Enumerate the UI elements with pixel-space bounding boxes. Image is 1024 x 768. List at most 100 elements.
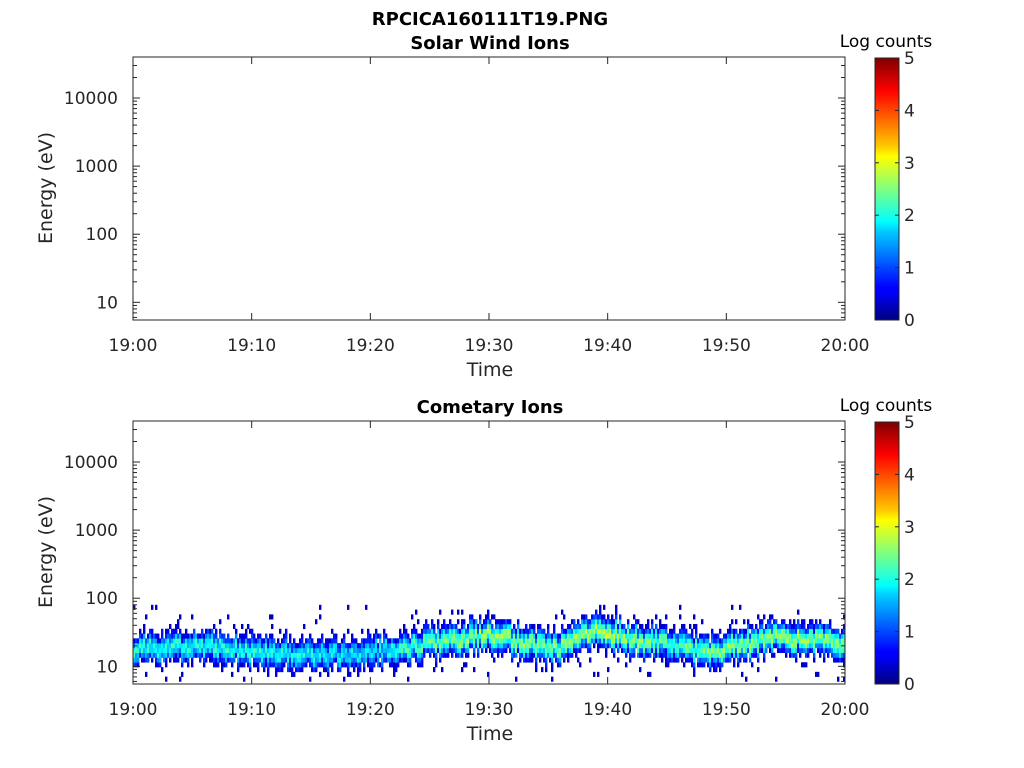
spectrogram-cell — [199, 647, 202, 653]
spectrogram-cell — [213, 633, 216, 639]
spectrogram-cell — [383, 643, 386, 649]
spectrogram-cell — [757, 657, 760, 663]
spectrogram-cell — [439, 643, 442, 649]
spectrogram-cell — [199, 657, 202, 663]
spectrogram-cell — [821, 638, 824, 644]
spectrogram-cell — [813, 643, 816, 649]
spectrogram-cell — [331, 662, 334, 668]
spectrogram-cell — [205, 652, 208, 658]
spectrogram-cell — [497, 638, 500, 644]
spectrogram-cell — [271, 623, 274, 630]
spectrogram-cell — [803, 633, 806, 639]
spectrogram-cell — [725, 652, 728, 658]
spectrogram-cell — [411, 638, 414, 644]
spectrogram-cell — [267, 643, 270, 649]
spectrogram-cell — [763, 657, 766, 663]
spectrogram-cell — [687, 647, 690, 653]
spectrogram-cell — [599, 619, 602, 625]
spectrogram-cell — [569, 623, 572, 630]
spectrogram-cell — [487, 638, 490, 644]
spectrogram-cell — [819, 643, 822, 649]
spectrogram-cell — [313, 643, 316, 649]
spectrogram-cell — [267, 667, 270, 673]
spectrogram-cell — [793, 638, 796, 644]
spectrogram-cell — [727, 633, 730, 639]
spectrogram-cell — [575, 647, 578, 653]
spectrogram-cell — [205, 657, 208, 663]
spectrogram-cell — [457, 633, 460, 639]
spectrogram-cell — [165, 657, 168, 663]
spectrogram-cell — [329, 657, 332, 663]
spectrogram-cell — [455, 638, 458, 644]
spectrogram-cell — [647, 633, 650, 639]
spectrogram-cell — [449, 633, 452, 639]
spectrogram-cell — [293, 638, 296, 644]
spectrogram-cell — [655, 643, 658, 649]
spectrogram-cell — [815, 619, 818, 625]
spectrogram-cell — [341, 643, 344, 649]
spectrogram-cell — [755, 643, 758, 649]
spectrogram-cell — [443, 652, 446, 658]
spectrogram-cell — [745, 638, 748, 644]
spectrogram-cell — [279, 667, 282, 673]
spectrogram-cell — [301, 652, 304, 658]
spectrogram-cell — [423, 633, 426, 639]
spectrogram-cell — [143, 638, 146, 644]
spectrogram-cell — [667, 647, 670, 653]
spectrogram-cell — [767, 619, 770, 625]
spectrogram-cell — [779, 623, 782, 630]
spectrogram-cell — [583, 638, 586, 644]
y-tick-label: 10000 — [64, 89, 118, 109]
spectrogram-cell — [809, 633, 812, 639]
spectrogram-cell — [699, 638, 702, 644]
spectrogram-cell — [523, 633, 526, 639]
spectrogram-cell — [347, 643, 350, 649]
spectrogram-cell — [491, 638, 494, 644]
spectrogram-cell — [843, 614, 846, 620]
spectrogram-cell — [777, 633, 780, 639]
spectrogram-cell — [345, 662, 348, 668]
spectrogram-cell — [607, 619, 610, 625]
spectrogram-cell — [555, 633, 558, 639]
spectrogram-cell — [627, 643, 630, 649]
spectrogram-cell — [443, 623, 446, 630]
spectrogram-cell — [757, 667, 760, 673]
spectrogram-cell — [767, 638, 770, 644]
spectrogram-cell — [527, 633, 530, 639]
spectrogram-cell — [251, 643, 254, 649]
spectrogram-cell — [769, 638, 772, 644]
spectrogram-cell — [493, 657, 496, 663]
spectrogram-cell — [477, 643, 480, 649]
spectrogram-cell — [279, 657, 282, 663]
spectrogram-cell — [601, 619, 604, 625]
spectrogram-cell — [617, 638, 620, 644]
spectrogram-cell — [489, 643, 492, 649]
spectrogram-cell — [791, 628, 794, 634]
spectrogram-cell — [713, 652, 716, 658]
spectrogram-cell — [207, 643, 210, 649]
spectrogram-cell — [547, 643, 550, 649]
spectrogram-cell — [625, 647, 628, 653]
spectrogram-cell — [445, 647, 448, 653]
spectrogram-cell — [659, 647, 662, 653]
spectrogram-cell — [517, 628, 520, 634]
spectrogram-cell — [693, 671, 696, 677]
spectrogram-cell — [243, 657, 246, 663]
spectrogram-cell — [503, 638, 506, 644]
spectrogram-cell — [479, 628, 482, 634]
spectrogram-cell — [243, 652, 246, 658]
spectrogram-cell — [605, 619, 608, 625]
spectrogram-cell — [435, 643, 438, 649]
spectrogram-cell — [223, 638, 226, 644]
spectrogram-cell — [337, 667, 340, 673]
spectrogram-cell — [515, 633, 518, 639]
spectrogram-cell — [589, 643, 592, 649]
spectrogram-cell — [411, 614, 414, 620]
spectrogram-cell — [549, 643, 552, 649]
spectrogram-cell — [513, 647, 516, 653]
spectrogram-cell — [759, 633, 762, 639]
spectrogram-cell — [649, 652, 652, 658]
spectrogram-cell — [403, 633, 406, 639]
spectrogram-cell — [491, 647, 494, 653]
spectrogram-cell — [835, 628, 838, 634]
